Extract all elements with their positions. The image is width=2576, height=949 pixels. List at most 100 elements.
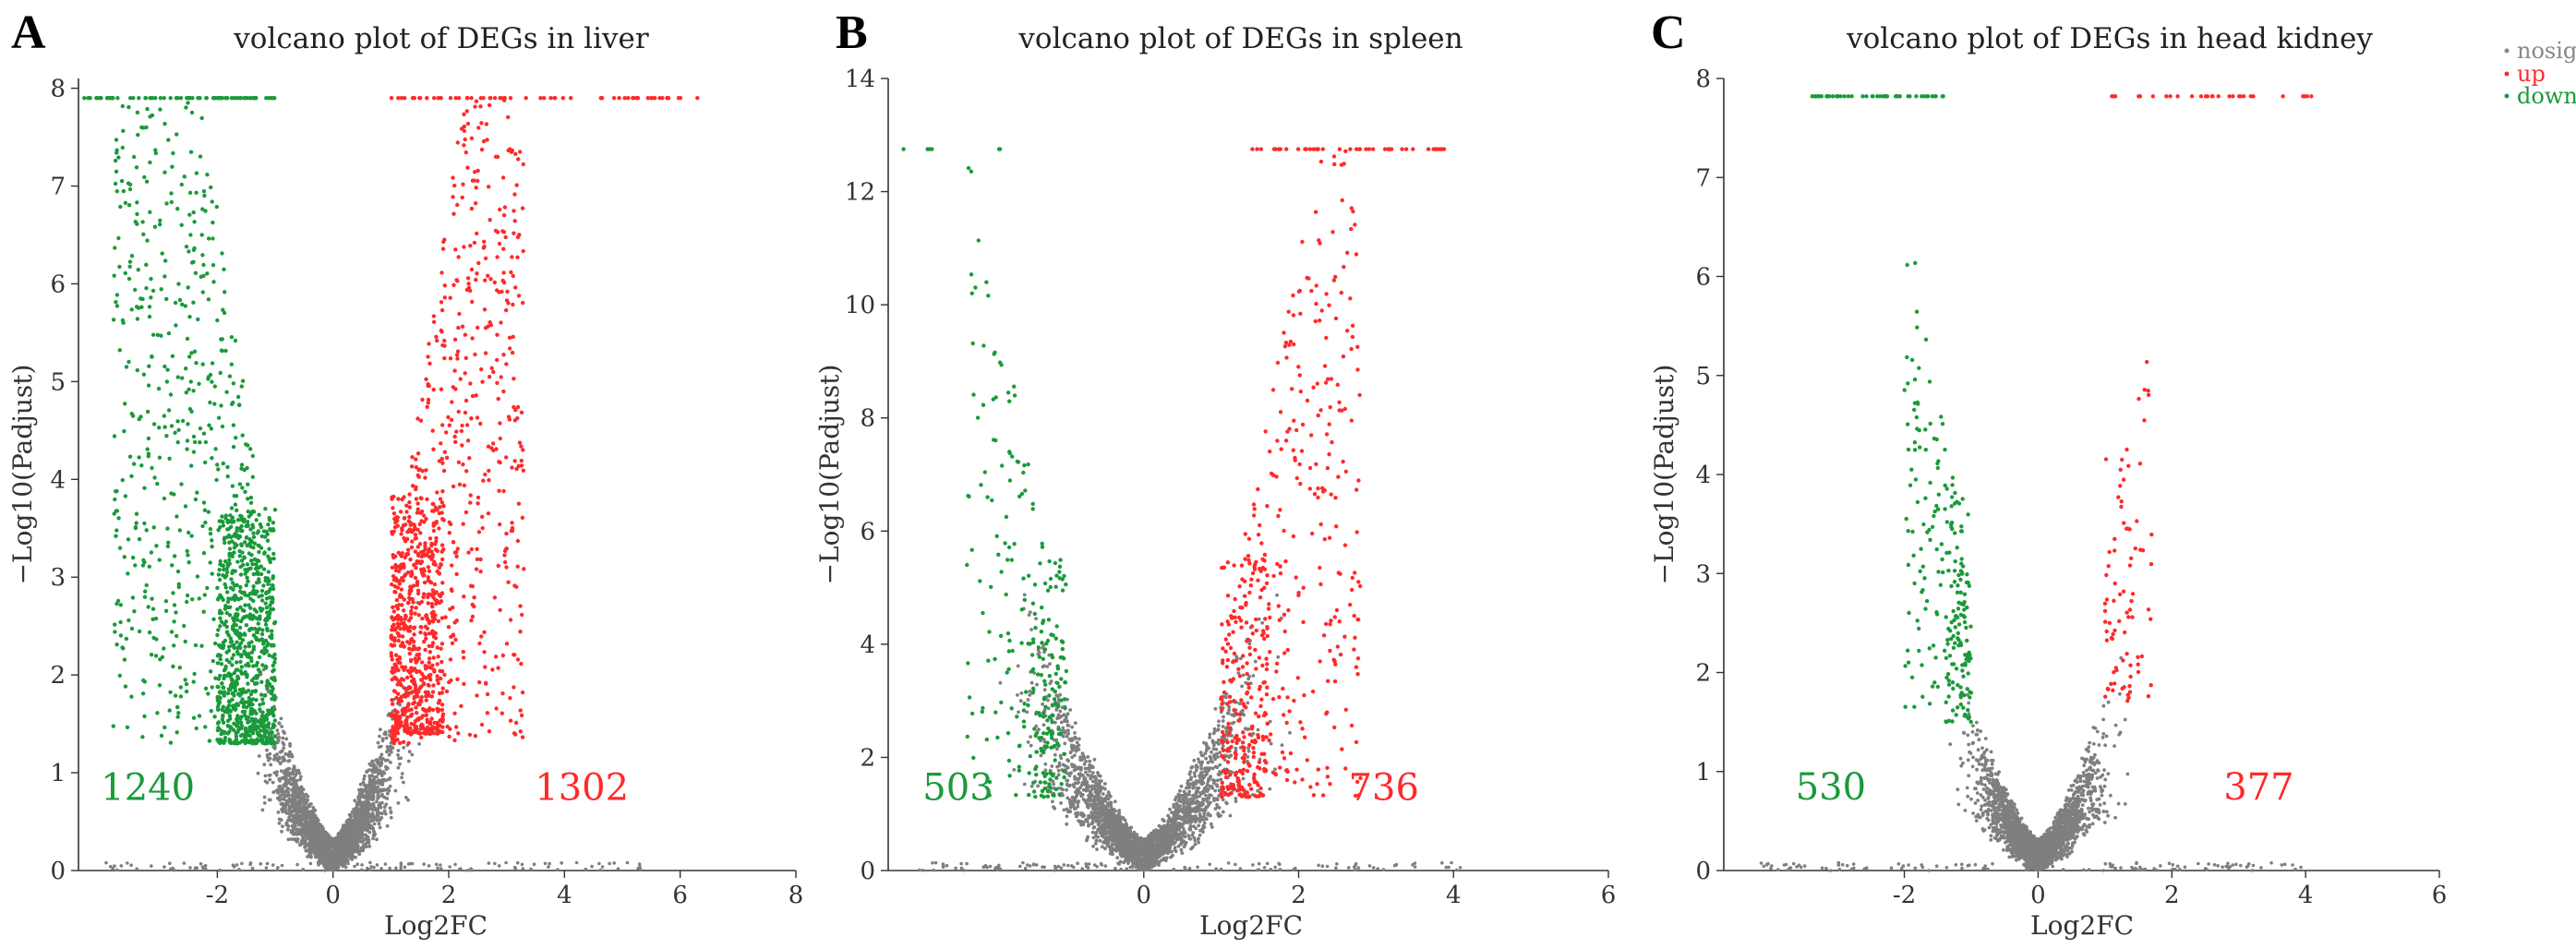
up-point: [475, 415, 480, 420]
down-point: [233, 707, 238, 712]
up-point: [500, 289, 504, 294]
up-point: [410, 455, 415, 460]
down-point: [116, 235, 121, 241]
up-point: [407, 514, 412, 520]
down-point: [257, 512, 261, 517]
up-point: [501, 488, 506, 494]
up-point: [520, 515, 525, 520]
up-point: [440, 423, 445, 427]
nosig-point: [319, 833, 324, 837]
down-point: [266, 725, 271, 729]
down-point: [198, 440, 202, 445]
down-point: [217, 696, 223, 701]
up-point: [409, 570, 415, 574]
down-point: [264, 683, 269, 689]
up-point: [483, 351, 488, 355]
up-point: [463, 510, 469, 515]
nosig-point: [357, 787, 361, 792]
up-point: [462, 681, 466, 687]
down-point: [167, 456, 172, 461]
down-point: [235, 614, 239, 619]
nosig-point: [279, 769, 283, 773]
down-point: [217, 568, 222, 572]
down-point: [178, 694, 184, 699]
down-point: [270, 583, 274, 588]
up-point: [469, 416, 474, 421]
nosig-point: [339, 854, 343, 859]
nosig-point: [493, 861, 497, 866]
nosig-point: [275, 752, 279, 756]
down-point: [113, 246, 117, 250]
down-point: [247, 514, 251, 519]
up-point: [422, 520, 427, 524]
up-point: [389, 712, 393, 717]
up-point: [465, 165, 470, 170]
down-point: [124, 365, 129, 369]
down-point: [211, 236, 215, 241]
down-point: [173, 693, 178, 698]
up-point: [447, 679, 451, 685]
nosig-point: [370, 759, 375, 763]
down-point: [147, 314, 152, 319]
up-point: [430, 428, 435, 433]
down-point: [219, 337, 223, 342]
nosig-point: [359, 813, 364, 818]
down-point: [149, 295, 153, 300]
down-point: [220, 563, 224, 568]
down-point: [227, 729, 232, 734]
down-point: [231, 581, 235, 585]
nosig-point: [294, 779, 298, 784]
nosig-point: [263, 779, 268, 784]
nosig-point: [320, 854, 324, 859]
down-point: [219, 403, 223, 408]
down-point: [226, 687, 231, 691]
nosig-point: [367, 868, 372, 871]
up-point: [492, 280, 497, 285]
down-point: [220, 251, 224, 256]
up-point: [519, 661, 524, 667]
up-point: [463, 150, 468, 155]
down-point: [230, 656, 235, 661]
up-point: [519, 458, 524, 463]
down-point: [265, 576, 271, 581]
up-point: [409, 545, 415, 549]
nosig-point: [334, 866, 338, 870]
nosig-point: [292, 787, 295, 791]
up-point: [521, 300, 525, 306]
nosig-point: [319, 823, 323, 827]
down-point: [141, 232, 146, 236]
up-point: [413, 549, 418, 554]
nosig-point: [600, 865, 605, 869]
up-point: [429, 716, 434, 721]
nosig-point: [453, 862, 457, 867]
nosig-point: [173, 868, 176, 872]
nosig-point: [396, 801, 401, 805]
up-point: [452, 434, 457, 439]
down-point: [167, 708, 172, 713]
down-point: [266, 523, 271, 527]
down-point: [135, 110, 140, 115]
up-point: [484, 122, 489, 126]
down-point: [152, 475, 157, 480]
down-point: [240, 378, 246, 383]
down-point: [145, 106, 150, 112]
up-point: [408, 596, 413, 602]
down-point: [140, 220, 145, 224]
up-point: [455, 356, 460, 361]
down-point: [239, 514, 244, 519]
down-point: [238, 572, 244, 577]
down-point: [136, 132, 140, 138]
nosig-point: [520, 862, 524, 867]
nosig-point: [376, 762, 380, 766]
nosig-point: [369, 819, 373, 823]
down-point: [200, 523, 205, 529]
up-point: [464, 423, 470, 427]
nosig-point: [364, 845, 368, 849]
nosig-point: [287, 766, 292, 771]
down-point: [164, 434, 169, 438]
nosig-point: [369, 807, 374, 811]
nosig-point: [199, 861, 203, 866]
up-point: [454, 429, 459, 434]
up-point: [475, 495, 481, 500]
nosig-point: [360, 863, 364, 867]
